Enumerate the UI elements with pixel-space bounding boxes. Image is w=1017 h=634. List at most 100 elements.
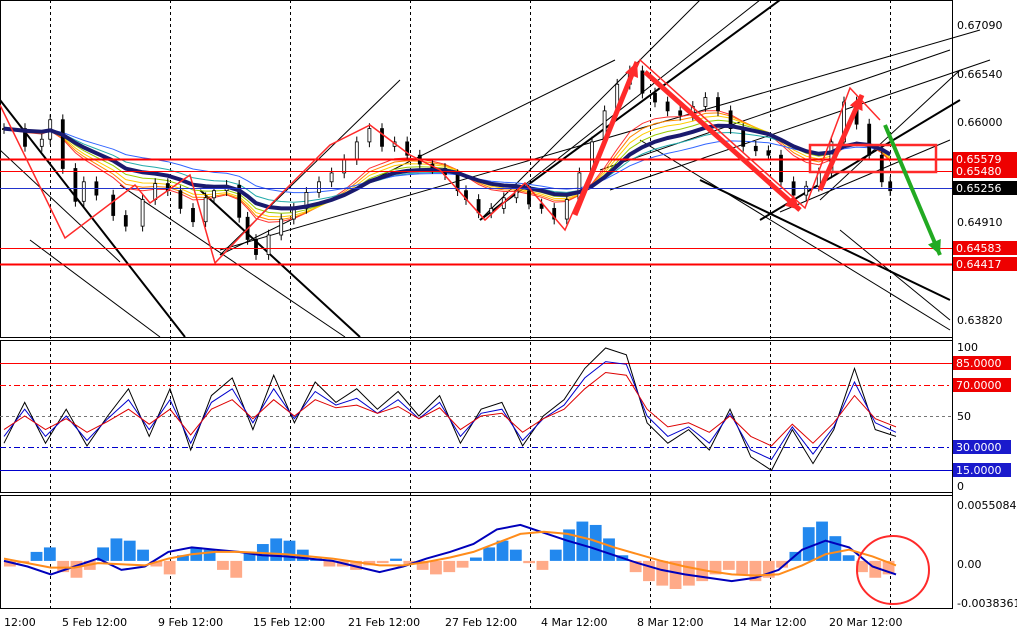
ma-ribbon-line bbox=[3, 115, 891, 218]
trend-line bbox=[219, 29, 981, 251]
macd-histogram-bar bbox=[629, 560, 642, 573]
trend-line bbox=[29, 239, 161, 338]
macd-histogram-bar bbox=[217, 560, 229, 570]
signal-line bbox=[3, 530, 897, 577]
macd-panel[interactable] bbox=[3, 521, 930, 605]
candle-body bbox=[140, 199, 145, 227]
candle-body bbox=[489, 208, 494, 214]
trend-line bbox=[599, 49, 951, 171]
candle-body bbox=[123, 215, 128, 227]
candle-body bbox=[178, 190, 183, 209]
macd-histogram-bar bbox=[496, 540, 509, 561]
macd-histogram-bar bbox=[150, 560, 163, 567]
macd-highlight-circle bbox=[856, 535, 930, 605]
macd-histogram-bar bbox=[4, 560, 16, 567]
zigzag-pattern-line bbox=[0, 58, 881, 265]
time-axis-label: 5 Feb 12:00 bbox=[62, 616, 127, 629]
macd-histogram-bar bbox=[97, 547, 110, 561]
candle-body bbox=[73, 168, 78, 202]
candle-body bbox=[203, 197, 208, 223]
macd-axis-tick: 0.0055084 bbox=[957, 499, 1017, 512]
candle-body bbox=[39, 138, 44, 147]
macd-histogram-bar bbox=[762, 560, 775, 578]
macd-histogram-bar bbox=[643, 560, 655, 582]
forecast-arrow-head bbox=[927, 239, 941, 255]
oscillator-level-tag bbox=[953, 378, 1011, 392]
trend-line bbox=[0, 149, 121, 263]
macd-histogram-bar bbox=[57, 560, 70, 573]
candle-body bbox=[279, 218, 284, 236]
candle-body bbox=[237, 184, 242, 218]
candle-body bbox=[888, 181, 893, 192]
forecast-arrow-shaft bbox=[883, 124, 942, 256]
candle-body bbox=[539, 203, 544, 209]
candle-body bbox=[212, 190, 216, 199]
macd-histogram-bar bbox=[443, 560, 456, 573]
trend-line bbox=[119, 184, 346, 338]
trend-line bbox=[609, 59, 991, 191]
time-axis-label: 8 Mar 12:00 bbox=[637, 616, 703, 629]
macd-histogram-bar bbox=[656, 560, 669, 586]
price-level-tag-label: 0.65480 bbox=[956, 165, 1002, 178]
macd-histogram-bar bbox=[722, 560, 735, 570]
macd-histogram-bar bbox=[323, 560, 336, 567]
bullish-arrow-recent-head bbox=[849, 95, 863, 111]
macd-histogram-bar bbox=[416, 560, 429, 570]
macd-histogram-bar bbox=[137, 549, 149, 561]
macd-histogram-bar bbox=[523, 560, 536, 564]
macd-line bbox=[3, 523, 897, 583]
time-axis-label: 15 Feb 12:00 bbox=[253, 616, 325, 629]
candle-body bbox=[111, 194, 116, 216]
macd-histogram-bar bbox=[829, 536, 842, 561]
price-level-tag-label: 0.64583 bbox=[956, 242, 1002, 255]
ma-ribbon-line bbox=[3, 112, 891, 221]
macd-histogram-bar bbox=[469, 557, 482, 561]
candle-body bbox=[728, 110, 733, 129]
candle-body bbox=[552, 208, 557, 220]
macd-histogram-bar bbox=[776, 560, 788, 568]
chart-grid bbox=[0, 0, 953, 609]
bearish-arrow-head bbox=[784, 195, 800, 210]
candle-body bbox=[640, 70, 645, 94]
macd-histogram-bar bbox=[403, 560, 416, 565]
oscillator-level-tag bbox=[953, 440, 1011, 454]
macd-histogram-bar bbox=[283, 540, 296, 561]
macd-histogram-bar bbox=[576, 521, 589, 561]
price-panel[interactable] bbox=[0, 0, 991, 338]
macd-histogram-bar bbox=[549, 549, 562, 561]
oscillator-level-tag-label: 15.0000 bbox=[956, 464, 1002, 477]
bullish-arrow-shaft bbox=[572, 61, 640, 216]
candle-body bbox=[254, 239, 258, 255]
time-axis: 12:00 5 Feb 12:00 9 Feb 12:00 15 Feb 12:00 2… bbox=[4, 616, 902, 629]
candle-body bbox=[716, 97, 720, 112]
candle-body bbox=[317, 181, 321, 193]
price-level-tag-label: 0.65256 bbox=[956, 182, 1002, 195]
macd-histogram-bar bbox=[736, 560, 749, 575]
macd-histogram-bar bbox=[842, 555, 855, 561]
macd-histogram-bar bbox=[856, 560, 868, 573]
oscillator-line bbox=[3, 371, 897, 447]
candle-body bbox=[653, 92, 657, 103]
candle-body bbox=[879, 154, 884, 183]
oscillator-level-tag bbox=[953, 463, 1011, 477]
candle-body bbox=[367, 128, 372, 143]
oscillator-axis-tick: 100 bbox=[957, 341, 978, 354]
candle-body bbox=[527, 190, 531, 205]
candle-body bbox=[23, 128, 27, 147]
price-level-tag bbox=[953, 164, 1017, 178]
oscillator-panel[interactable] bbox=[0, 347, 952, 472]
macd-histogram-bar bbox=[270, 538, 283, 561]
candle-body bbox=[380, 128, 384, 147]
candle-body bbox=[703, 97, 708, 107]
trend-line bbox=[699, 179, 951, 301]
price-axis-tick: 0.64910 bbox=[957, 216, 1003, 229]
macd-histogram-bar bbox=[709, 560, 722, 575]
time-axis-label: 21 Feb 12:00 bbox=[348, 616, 420, 629]
ma-ribbon-line bbox=[3, 128, 891, 194]
macd-histogram-bar bbox=[350, 560, 362, 570]
macd-histogram-bar bbox=[43, 547, 56, 561]
macd-histogram-bar bbox=[483, 547, 496, 561]
macd-histogram-bar bbox=[230, 560, 243, 578]
